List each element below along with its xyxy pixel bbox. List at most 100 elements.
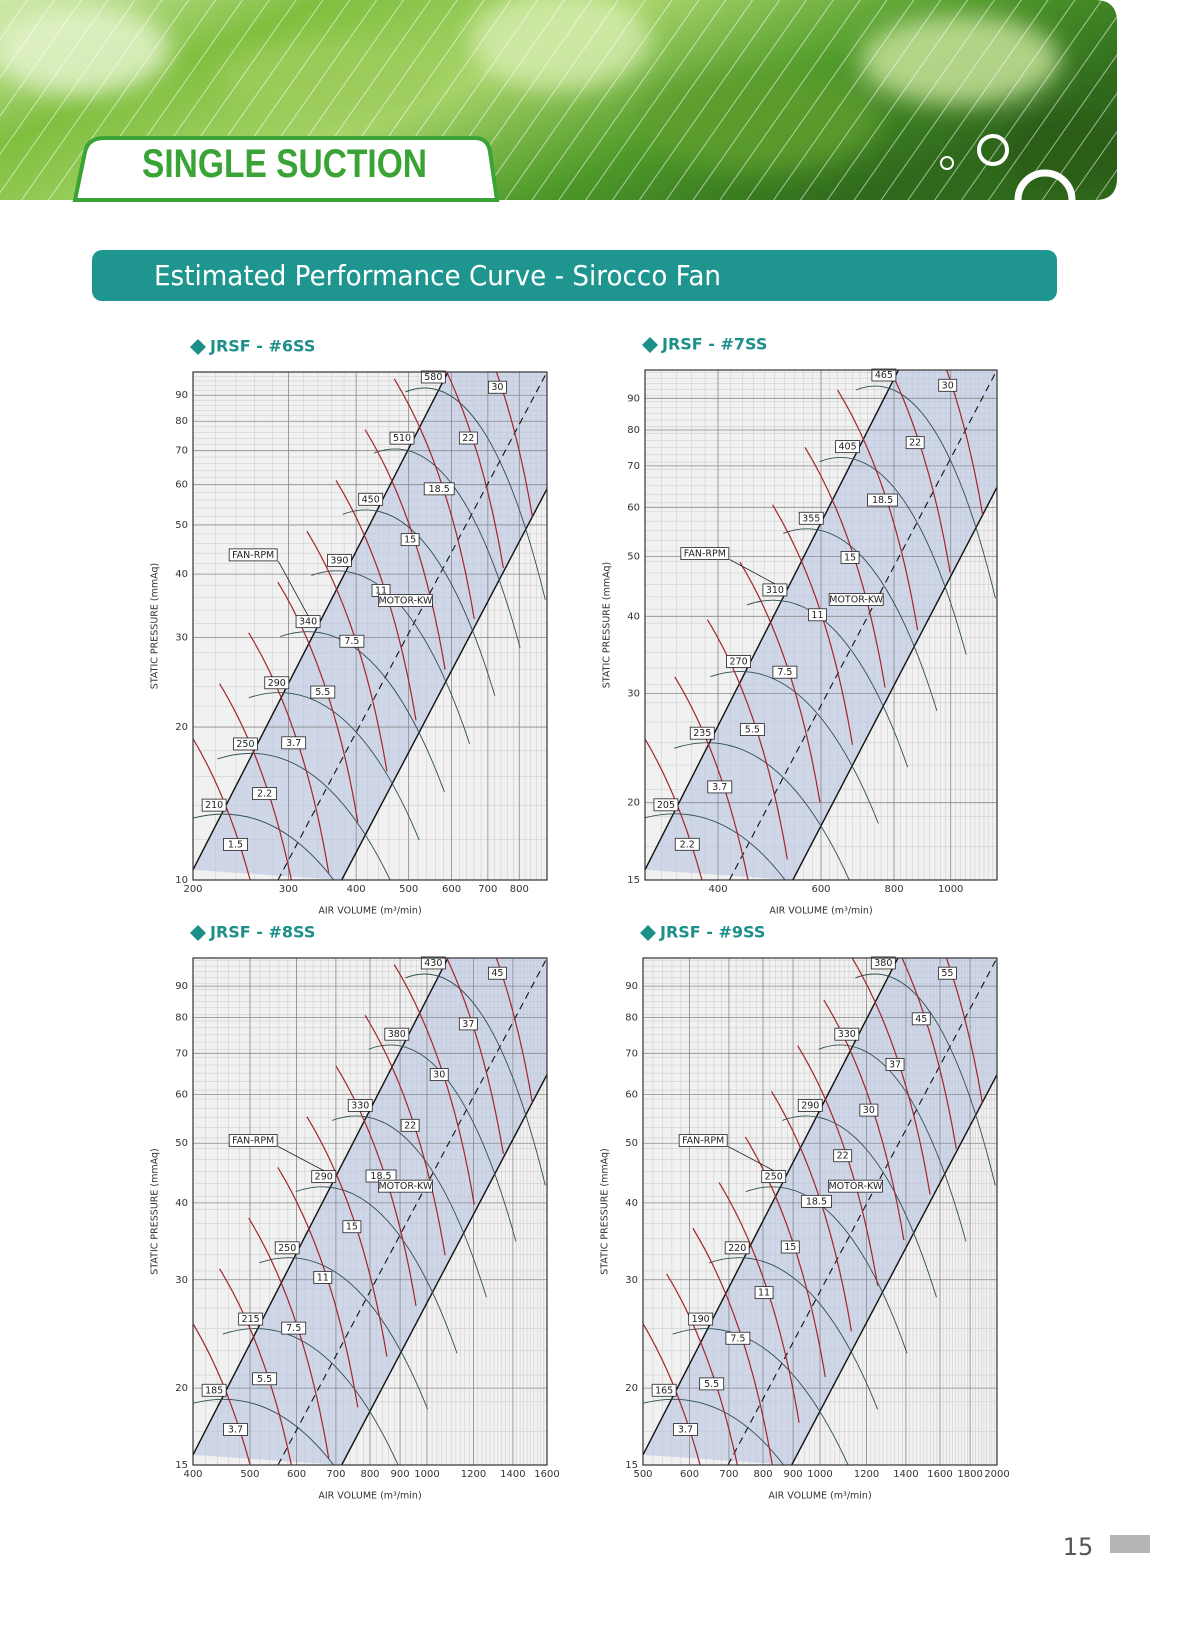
- x-tick-label: 800: [884, 884, 903, 895]
- chart: JRSF - #7SS 15 20 30 40 50 60 70 80 90 400 600 800 10…: [602, 335, 998, 917]
- motor-kw-label: 3.7: [712, 782, 727, 793]
- motor-kw-label-box: [938, 378, 958, 392]
- y-tick-label: 15: [627, 875, 640, 886]
- x-tick-label: 1400: [893, 1469, 918, 1480]
- rpm-curve: [405, 387, 546, 600]
- fan-rpm-label-box: [871, 368, 897, 382]
- fan-rpm-label-box: [347, 1099, 373, 1112]
- fan-rpm-label: 450: [362, 494, 380, 505]
- rpm-curve: [342, 509, 496, 696]
- motor-kw-label-box: [310, 685, 336, 699]
- motor-kw-label: 18.5: [370, 1171, 391, 1182]
- fan-rpm-label-box: [233, 737, 258, 751]
- y-tick-label: 50: [175, 520, 188, 531]
- band-boundary: [193, 958, 449, 1456]
- motor-kw-label-box: [223, 838, 248, 851]
- rpm-curve: [819, 457, 967, 655]
- motor-kw-legend: MOTOR-KW: [829, 595, 883, 606]
- motor-kw-label-box: [342, 1220, 362, 1234]
- y-tick-label: 30: [627, 689, 640, 700]
- fan-rpm-label: 190: [692, 1314, 710, 1325]
- motor-kw-label: 30: [433, 1070, 445, 1081]
- fan-rpm-label: 210: [205, 800, 223, 811]
- motor-kw-label: 30: [942, 380, 954, 391]
- rpm-curve: [674, 742, 850, 880]
- motor-kw-label: 45: [915, 1014, 927, 1025]
- motor-kw-label-box: [905, 436, 925, 450]
- motor-kw-label: 5.5: [257, 1374, 272, 1385]
- rpm-curve: [855, 385, 996, 599]
- band-boundary: [341, 1073, 547, 1465]
- motor-kw-label: 5.5: [745, 725, 760, 736]
- fan-rpm-label: 405: [839, 442, 857, 453]
- labels: 210 250 290 340 390 450 510 580 1.5 2.2 3.7 5.5 7.5 1…: [201, 370, 507, 851]
- fan-rpm-label: 330: [351, 1100, 369, 1111]
- x-tick-label: 300: [279, 884, 298, 895]
- y-tick-label: 50: [627, 551, 640, 562]
- fan-rpm-legend: FAN-RPM: [232, 1136, 274, 1147]
- y-tick-label: 40: [175, 569, 188, 580]
- fan-rpm-label: 380: [874, 958, 892, 969]
- fan-rpm-label: 270: [730, 657, 748, 668]
- leader-line: [277, 1146, 324, 1171]
- motor-kw-label: 5.5: [315, 687, 330, 698]
- motor-kw-label: 37: [889, 1059, 901, 1070]
- page-number: 15: [1063, 1533, 1094, 1561]
- motor-kw-label-box: [423, 482, 455, 496]
- motor-kw-label-box: [488, 966, 507, 980]
- fan-rpm-label: 290: [268, 678, 286, 689]
- motor-kw-label-box: [400, 533, 420, 547]
- y-tick-label: 30: [175, 633, 188, 644]
- y-tick-label: 70: [627, 461, 640, 472]
- y-tick-label: 90: [175, 390, 188, 401]
- labels: 165 190 220 250 290 330 380 3.7 5.5 7.5 11 15 18.5 22…: [651, 956, 957, 1436]
- motor-kw-label-box: [223, 1423, 248, 1436]
- y-tick-label: 70: [175, 1048, 188, 1059]
- title-marker: [190, 925, 206, 941]
- rpm-curve: [332, 1115, 487, 1298]
- fan-rpm-label-box: [834, 1027, 860, 1041]
- x-axis-title: AIR VOLUME (m³/min): [768, 1491, 871, 1502]
- motor-kw-label: 2.2: [680, 839, 695, 850]
- fan-rpm-legend-box: [228, 548, 278, 562]
- fan-rpm-label-box: [651, 1383, 677, 1397]
- fan-rpm-label-box: [201, 798, 227, 812]
- fan-rpm-legend-box: [228, 1134, 278, 1147]
- motor-kw-label-box: [859, 1103, 879, 1117]
- motor-kw-label-box: [801, 1194, 832, 1208]
- fan-rpm-label: 330: [838, 1029, 856, 1040]
- fan-rpm-label: 250: [236, 739, 254, 750]
- y-tick-label: 60: [627, 502, 640, 513]
- fan-rpm-label: 290: [315, 1172, 333, 1183]
- motor-kw-label-box: [833, 1149, 853, 1163]
- chart-title: JRSF - #9SS: [659, 923, 765, 942]
- motor-kw-label-box: [429, 1068, 449, 1082]
- x-tick-label: 800: [753, 1469, 772, 1480]
- operating-band: [193, 372, 547, 880]
- motor-kw-label-box: [867, 493, 898, 507]
- motor-kw-label-box: [780, 1240, 800, 1254]
- motor-kw-label-box: [281, 736, 307, 750]
- y-tick-label: 30: [175, 1275, 188, 1286]
- chart-title: JRSF - #6SS: [209, 337, 315, 356]
- y-tick-label: 15: [625, 1460, 638, 1471]
- fan-rpm-label-box: [798, 511, 824, 525]
- y-tick-label: 70: [625, 1048, 638, 1059]
- rpm-curve: [855, 973, 996, 1186]
- y-tick-label: 60: [625, 1090, 638, 1101]
- title-marker: [642, 337, 658, 353]
- motor-kw-label-box: [252, 1372, 277, 1386]
- y-tick-label: 80: [175, 416, 188, 427]
- y-tick-label: 15: [175, 1460, 188, 1471]
- motor-kw-label-box: [673, 1423, 698, 1436]
- rpm-curve: [745, 1186, 908, 1354]
- rpm-curve: [818, 1044, 967, 1242]
- motor-kw-label-box: [725, 1331, 751, 1345]
- y-tick-label: 20: [625, 1383, 638, 1394]
- x-tick-label: 700: [719, 1469, 738, 1480]
- fan-rpm-label: 185: [205, 1385, 223, 1396]
- chart: JRSF - #9SS 15 20 30 40 50 60 70 80 90 500 600 700 80…: [600, 923, 1010, 1502]
- x-tick-label: 1400: [500, 1469, 525, 1480]
- rpm-curve: [193, 813, 335, 880]
